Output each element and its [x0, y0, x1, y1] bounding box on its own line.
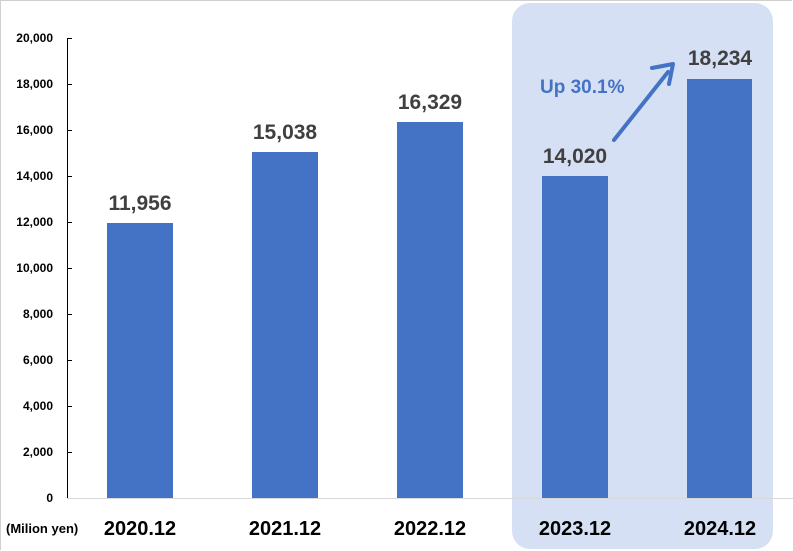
y-tick-mark [67, 84, 72, 85]
growth-annotation: Up 30.1% [540, 77, 625, 98]
ytick-label: 6,000 [22, 353, 53, 367]
value-label: 18,234 [687, 47, 753, 70]
y-tick-mark [67, 314, 72, 315]
value-label: 11,956 [108, 192, 172, 215]
ytick-label: 14,000 [16, 169, 53, 183]
category-label: 2021.12 [248, 518, 322, 540]
y-tick-mark [67, 452, 72, 453]
ytick-label: 0 [46, 491, 53, 505]
y-tick-mark [67, 130, 72, 131]
ytick-label: 10,000 [16, 261, 53, 275]
category-label: 2020.12 [103, 518, 177, 540]
y-tick-mark [67, 176, 72, 177]
bar-2020-12 [107, 223, 173, 498]
ytick-label: 2,000 [22, 445, 53, 459]
bar-2024-12 [687, 79, 752, 498]
ytick-label: 12,000 [16, 215, 53, 229]
category-label: 2022.12 [393, 518, 467, 540]
category-label: 2023.12 [538, 518, 612, 540]
value-label: 15,038 [252, 121, 318, 144]
value-label: 14,020 [542, 145, 608, 168]
value-label: 16,329 [397, 91, 463, 114]
bar-2022-12 [397, 122, 463, 498]
ytick-label: 8,000 [22, 307, 53, 321]
bar-2021-12 [252, 152, 318, 498]
y-tick-mark [67, 360, 72, 361]
ytick-label: 18,000 [16, 77, 53, 91]
y-tick-mark [67, 406, 72, 407]
y-tick-mark [67, 38, 72, 39]
ytick-label: 16,000 [16, 123, 53, 137]
bar-2023-12 [542, 176, 608, 498]
y-tick-mark [67, 268, 72, 269]
unit-label: (Milion yen) [6, 521, 79, 536]
ytick-label: 4,000 [22, 399, 53, 413]
ytick-label: 20,000 [16, 31, 53, 45]
y-tick-mark [67, 222, 72, 223]
x-axis [67, 498, 793, 499]
category-label: 2024.12 [683, 518, 757, 540]
